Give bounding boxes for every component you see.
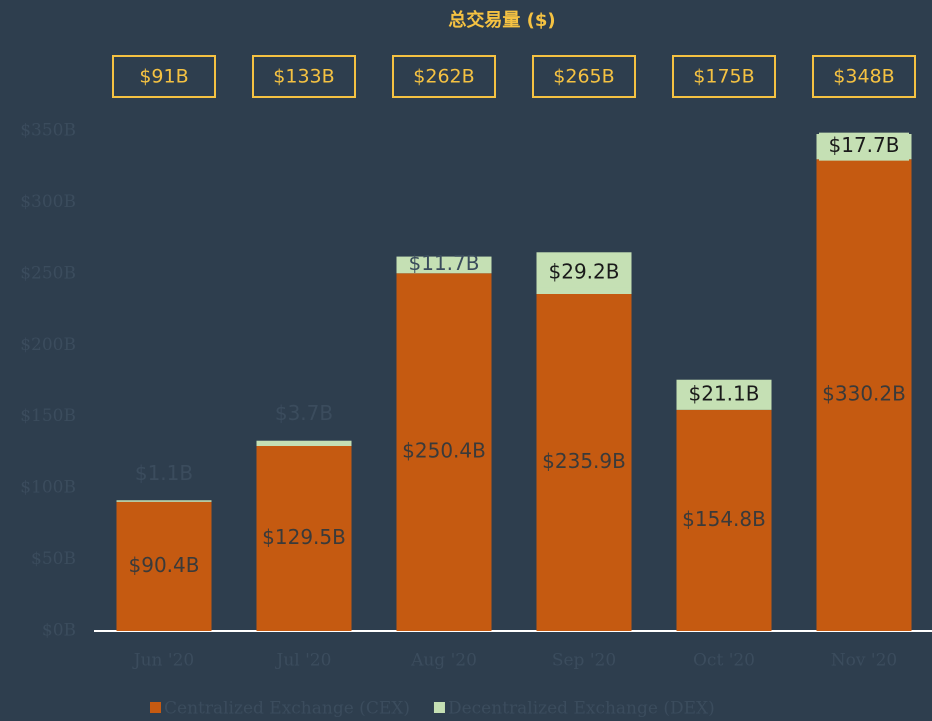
chart-title: 总交易量 ($) [448,9,555,31]
total-box [532,55,636,98]
x-tick-label: Oct '20 [693,651,755,671]
data-label-box [819,132,909,161]
total-box [252,55,356,98]
legend-swatch [150,702,161,713]
data-label: $129.5B [262,525,346,549]
x-tick-label: Jul '20 [275,651,332,671]
legend-label: Decentralized Exchange (DEX) [448,699,715,719]
data-label: $330.2B [822,382,906,406]
bar-segment [816,159,912,632]
y-tick-label: $50B [31,549,76,569]
bar-segment [536,294,632,631]
bar-segment [396,273,492,631]
y-tick-label: $300B [20,192,76,212]
data-label: $21.1B [689,381,760,405]
total-box [112,55,216,98]
y-tick-label: $100B [20,478,76,498]
total-box [672,55,776,98]
data-label: $154.8B [682,507,766,531]
y-tick-label: $150B [20,406,76,426]
total-label: $133B [273,66,334,88]
x-tick-label: Jun '20 [132,651,194,671]
total-box [812,55,916,98]
x-tick-label: Aug '20 [410,651,477,671]
bar-segment [116,501,212,631]
y-tick-label: $200B [20,335,76,355]
data-label: $1.1B [135,461,193,485]
bar-segment [116,500,212,502]
data-label: $11.7B [409,251,480,275]
y-tick-label: $250B [20,263,76,283]
data-label: $250.4B [402,439,486,463]
total-label: $175B [693,66,754,88]
data-label-box [539,259,629,288]
data-label: $3.7B [275,401,333,425]
y-tick-label: $350B [20,121,76,141]
y-tick-label: $0B [42,621,76,641]
data-label: $29.2B [549,260,620,284]
bar-segment [256,446,352,631]
data-label: $17.7B [829,133,900,157]
bar-segment [676,409,772,631]
data-label: $90.4B [129,553,200,577]
legend-swatch [433,702,445,713]
legend-label: Centralized Exchange (CEX) [164,699,410,719]
total-label: $91B [139,66,188,88]
bar-segment [396,256,492,274]
data-label: $235.9B [542,449,626,473]
x-tick-label: Sep '20 [552,651,616,671]
total-label: $262B [413,66,474,88]
total-label: $348B [833,66,894,88]
x-tick-label: Nov '20 [831,651,897,671]
bar-segment [256,440,352,446]
total-box [392,55,496,98]
data-label-box [679,380,769,409]
total-label: $265B [553,66,614,88]
